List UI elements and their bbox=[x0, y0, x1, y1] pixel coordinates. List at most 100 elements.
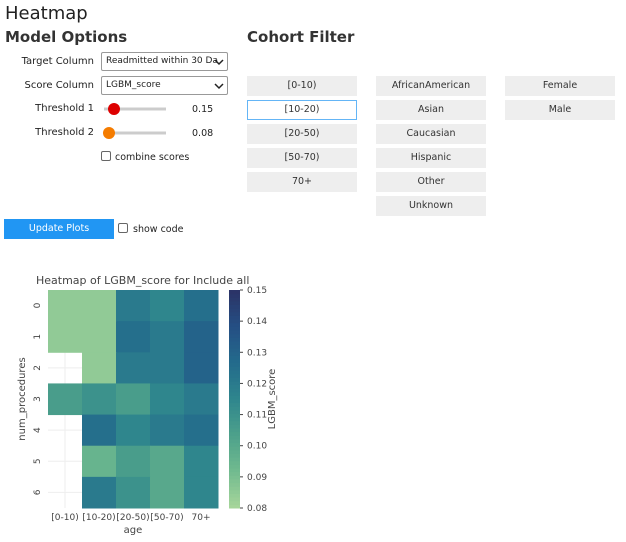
page-title: Heatmap bbox=[5, 3, 88, 24]
field-label: Score Column bbox=[24, 80, 94, 91]
field-label: Target Column bbox=[21, 56, 94, 67]
chevron bbox=[214, 59, 224, 66]
colorbar-segment bbox=[229, 500, 240, 505]
colorbar-segment bbox=[229, 460, 240, 465]
heatmap-cell bbox=[150, 321, 185, 353]
cohort-button[interactable]: Hispanic bbox=[376, 148, 486, 168]
heatmap-cell bbox=[150, 476, 185, 509]
heatmap-cell bbox=[184, 290, 219, 322]
heatmap-cell bbox=[116, 383, 151, 416]
cohort-button[interactable]: Female bbox=[505, 76, 615, 96]
colorbar-segment bbox=[229, 351, 240, 356]
checkbox[interactable] bbox=[118, 223, 128, 233]
select[interactable]: LGBM_score bbox=[101, 76, 228, 95]
colorbar-segment bbox=[229, 428, 240, 433]
x-tick-label: [20-50) bbox=[116, 513, 149, 523]
heatmap-cell bbox=[116, 414, 151, 447]
colorbar-tick-label: 0.09 bbox=[247, 473, 267, 483]
colorbar-segment bbox=[229, 384, 240, 389]
colorbar-tick-label: 0.13 bbox=[247, 348, 267, 358]
cohort-button[interactable]: 70+ bbox=[247, 172, 357, 192]
heatmap-cell bbox=[82, 383, 117, 416]
heatmap-cell bbox=[48, 321, 83, 353]
colorbar-tick-label: 0.12 bbox=[247, 379, 267, 389]
heatmap-cell bbox=[82, 476, 117, 509]
heatmap-chart: Heatmap of LGBM_score for Include all ag… bbox=[17, 274, 278, 536]
heatmap-cell bbox=[184, 352, 219, 384]
colorbar-segment bbox=[229, 337, 240, 342]
heatmap-cell bbox=[48, 290, 83, 322]
colorbar-tick-label: 0.15 bbox=[247, 286, 267, 296]
heatmap-cell bbox=[116, 476, 151, 509]
cohort-button[interactable]: Other bbox=[376, 172, 486, 192]
colorbar-segment bbox=[229, 409, 240, 415]
heatmap-cell bbox=[82, 352, 117, 384]
select[interactable]: Readmitted within 30 Da bbox=[101, 52, 228, 71]
section-title: Model Options bbox=[5, 28, 128, 46]
colorbar-segment bbox=[229, 438, 240, 444]
heatmap-cell bbox=[48, 383, 83, 416]
heatmap-cell bbox=[82, 445, 117, 478]
select-value: LGBM_score bbox=[106, 80, 161, 90]
y-tick-label: 5 bbox=[33, 458, 43, 464]
x-tick-label: [10-20) bbox=[82, 513, 115, 523]
colorbar-segment bbox=[229, 290, 240, 295]
select-value: Readmitted within 30 Da bbox=[106, 56, 218, 66]
heatmap-cell bbox=[184, 476, 219, 509]
cohort-button[interactable]: Asian bbox=[376, 100, 486, 120]
colorbar-segment bbox=[229, 391, 240, 396]
colorbar-segment bbox=[229, 377, 240, 382]
colorbar-segment bbox=[229, 359, 240, 364]
colorbar-segment bbox=[229, 468, 240, 473]
heatmap-cell bbox=[116, 321, 151, 353]
colorbar-segment bbox=[229, 453, 240, 458]
update-button[interactable]: Update Plots bbox=[4, 219, 114, 239]
chevron bbox=[214, 83, 224, 90]
colorbar-segment bbox=[229, 446, 240, 451]
heatmap-cell bbox=[82, 414, 117, 447]
colorbar-segment bbox=[229, 319, 240, 324]
y-tick-label: 0 bbox=[33, 302, 43, 308]
colorbar-segment bbox=[229, 315, 240, 320]
heatmap-cell bbox=[150, 445, 185, 478]
colorbar-segment bbox=[229, 504, 240, 509]
slider[interactable] bbox=[102, 125, 172, 141]
colorbar-segment bbox=[229, 399, 240, 404]
y-tick-label: 4 bbox=[33, 427, 43, 433]
heatmap-cell bbox=[116, 352, 151, 384]
colorbar-segment bbox=[229, 420, 240, 425]
colorbar-segment bbox=[229, 497, 240, 502]
cohort-button[interactable]: Unknown bbox=[376, 196, 486, 216]
heatmap-cell bbox=[184, 321, 219, 353]
checkbox-label: combine scores bbox=[115, 152, 190, 163]
cohort-button[interactable]: [0-10) bbox=[247, 76, 357, 96]
x-tick-label: 70+ bbox=[192, 513, 211, 523]
cohort-button[interactable]: Caucasian bbox=[376, 124, 486, 144]
cohort-button[interactable]: AfricanAmerican bbox=[376, 76, 486, 96]
colorbar-segment bbox=[229, 457, 240, 462]
y-tick-label: 2 bbox=[33, 365, 43, 371]
cohort-button[interactable]: [50-70) bbox=[247, 148, 357, 168]
heatmap-cell bbox=[184, 414, 219, 447]
colorbar-tick-label: 0.14 bbox=[247, 317, 267, 327]
colorbar-segment bbox=[229, 340, 240, 345]
slider[interactable] bbox=[102, 101, 172, 117]
checkbox[interactable] bbox=[101, 151, 111, 161]
heatmap-cell bbox=[150, 290, 185, 322]
colorbar-segment bbox=[229, 366, 240, 371]
cohort-button[interactable]: [20-50) bbox=[247, 124, 357, 144]
colorbar-segment bbox=[229, 395, 240, 400]
heatmap-cell bbox=[184, 383, 219, 416]
colorbar-segment bbox=[229, 442, 240, 447]
colorbar-segment bbox=[229, 344, 240, 349]
colorbar-segment bbox=[229, 493, 240, 498]
colorbar-segment bbox=[229, 329, 240, 335]
checkbox-label: show code bbox=[133, 224, 184, 235]
cohort-button[interactable]: Male bbox=[505, 100, 615, 120]
field-label: Threshold 1 bbox=[35, 103, 94, 114]
heatmap-cell bbox=[82, 290, 117, 322]
cohort-button[interactable]: [10-20) bbox=[247, 100, 357, 120]
colorbar-tick-label: 0.08 bbox=[247, 504, 267, 514]
y-tick-label: 3 bbox=[33, 396, 43, 402]
colorbar-segment bbox=[229, 486, 240, 491]
